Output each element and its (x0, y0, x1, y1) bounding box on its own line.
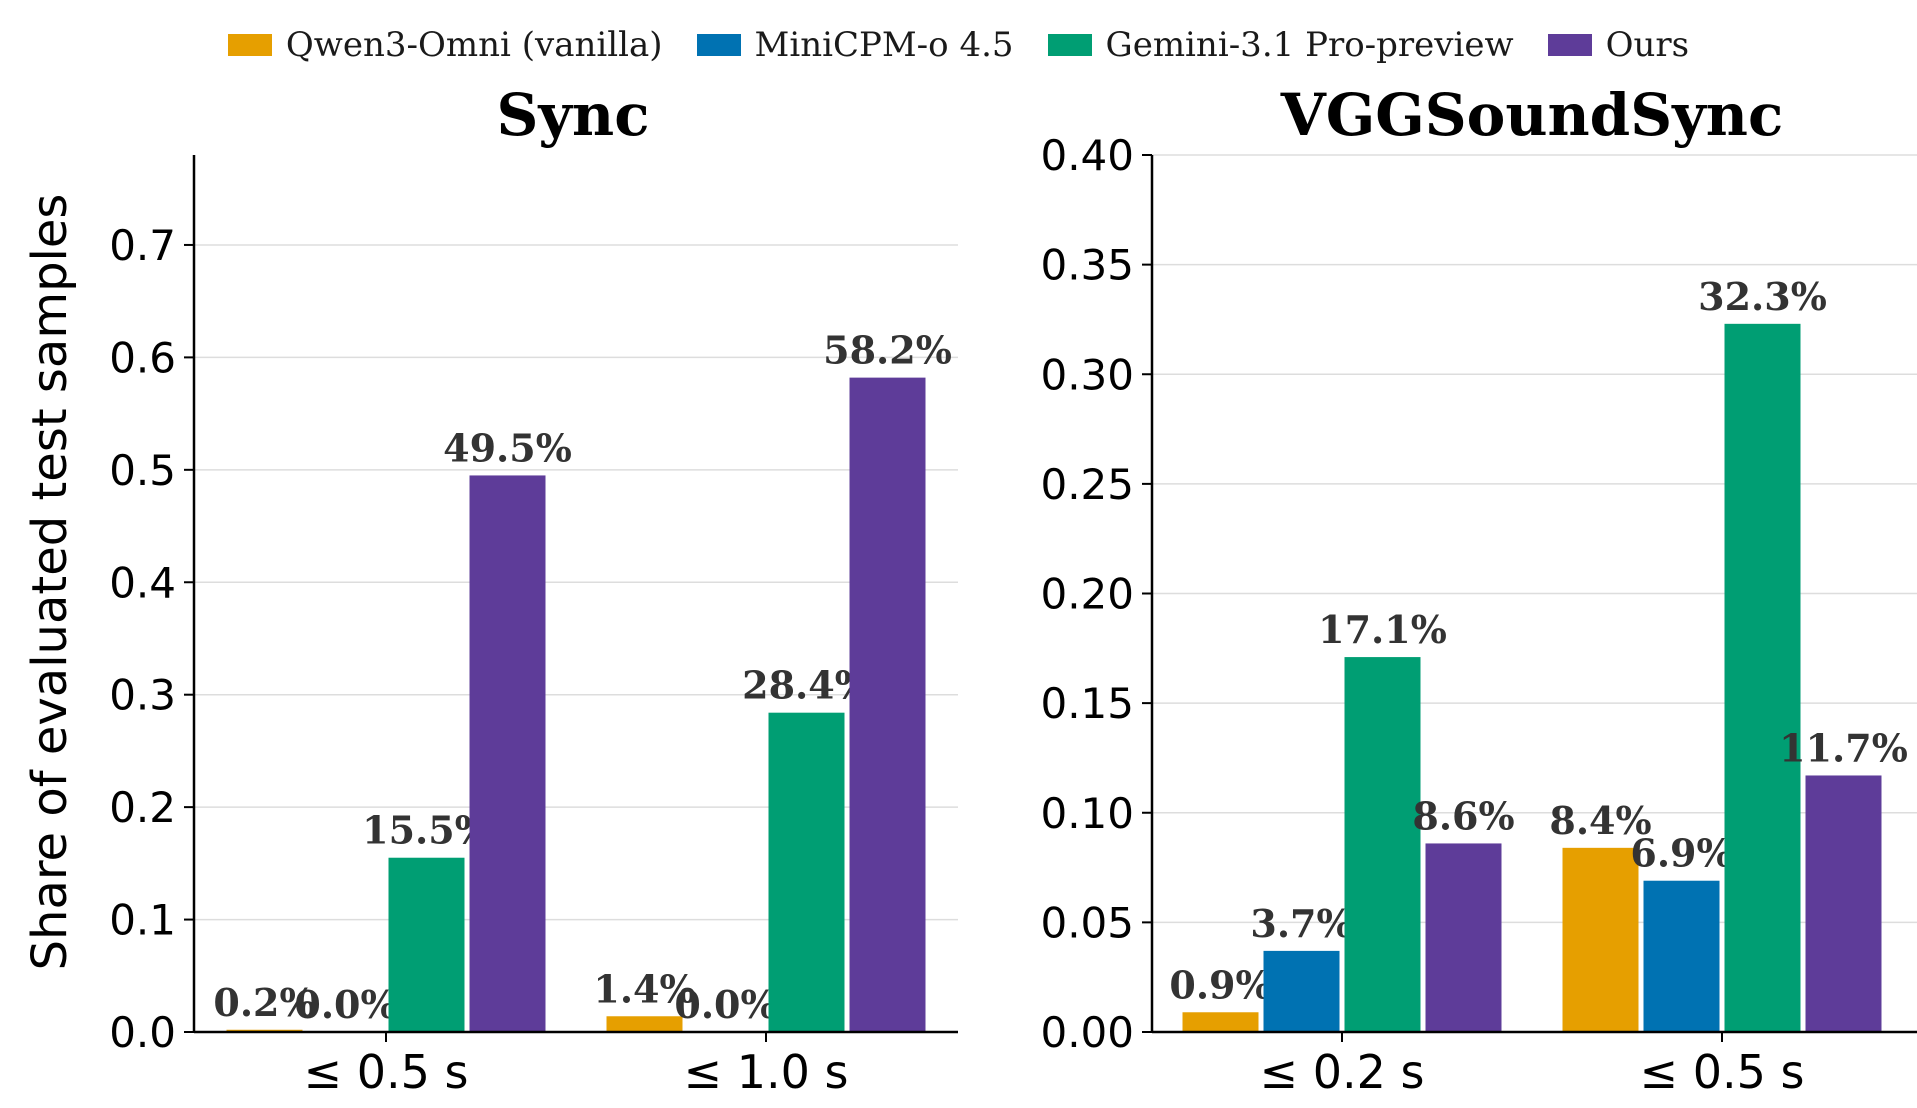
data-label: 1.4% (593, 966, 695, 1011)
data-label: 8.6% (1412, 793, 1514, 838)
data-label: 32.3% (1698, 274, 1827, 319)
data-label: 0.0% (674, 982, 776, 1027)
legend-item-gemini: Gemini-3.1 Pro-preview (1047, 25, 1514, 65)
y-tick-label: 0.10 (1040, 789, 1134, 838)
y-tick-label: 0.7 (109, 221, 176, 270)
bar (1805, 775, 1882, 1032)
data-label: 58.2% (823, 328, 952, 373)
x-tick-label: ≤ 0.2 s (1260, 1045, 1425, 1099)
bar (849, 377, 926, 1033)
bar (768, 712, 845, 1032)
bar (1344, 657, 1421, 1032)
chart-legend: Qwen3-Omni (vanilla) MiniCPM-o 4.5 Gemin… (0, 22, 1917, 68)
chart-panel-vggsoundsync: VGGSoundSync 0.00 0.05 0.10 0.15 0.20 0.25 0.30… (1040, 81, 1917, 1099)
legend-swatch-minicpm (696, 34, 741, 56)
y-tick-label: 0.00 (1040, 1008, 1134, 1057)
bar (469, 475, 546, 1032)
y-tick-label: 0.20 (1040, 570, 1134, 619)
bar (606, 1016, 683, 1032)
y-tick-label: 0.15 (1040, 679, 1134, 728)
bar (1562, 847, 1639, 1032)
data-label: 0.2% (213, 980, 315, 1025)
data-label: 28.4% (742, 663, 871, 708)
chart-title: Sync (496, 81, 649, 149)
data-label: 8.4% (1549, 798, 1651, 843)
legend-item-minicpm: MiniCPM-o 4.5 (696, 25, 1014, 65)
y-tick-label: 0.40 (1040, 131, 1134, 180)
bar (388, 857, 465, 1032)
bar (1182, 1012, 1259, 1032)
y-tick-label: 0.2 (109, 783, 176, 832)
bar (1724, 323, 1801, 1032)
legend-swatch-gemini (1047, 34, 1092, 56)
y-tick-label: 0.30 (1040, 350, 1134, 399)
legend-item-ours: Ours (1547, 25, 1690, 65)
chart-title: VGGSoundSync (1280, 81, 1784, 149)
legend-swatch-ours (1547, 34, 1592, 56)
bar (1263, 950, 1340, 1032)
data-label: 17.1% (1318, 607, 1447, 652)
y-tick-label: 0.1 (109, 896, 176, 945)
x-tick-label: ≤ 1.0 s (684, 1045, 849, 1099)
y-tick-label: 0.05 (1040, 898, 1134, 947)
legend-label-ours: Ours (1605, 25, 1690, 65)
x-tick-label: ≤ 0.5 s (304, 1045, 469, 1099)
legend-swatch-qwen (227, 34, 272, 56)
data-label: 0.0% (294, 982, 396, 1027)
y-tick-label: 0.3 (109, 671, 176, 720)
legend-label-gemini: Gemini-3.1 Pro-preview (1105, 25, 1514, 65)
data-label: 11.7% (1779, 725, 1908, 770)
y-tick-label: 0.25 (1040, 460, 1134, 509)
data-label: 3.7% (1250, 901, 1352, 946)
legend-label-minicpm: MiniCPM-o 4.5 (754, 25, 1014, 65)
data-label: 0.9% (1169, 962, 1271, 1007)
legend-label-qwen: Qwen3-Omni (vanilla) (285, 25, 663, 65)
y-tick-label: 0.5 (109, 446, 176, 495)
x-tick-label: ≤ 0.5 s (1640, 1045, 1805, 1099)
y-axis-label: Share of evaluated test samples (22, 194, 78, 971)
data-label: 6.9% (1630, 831, 1732, 876)
legend-item-qwen: Qwen3-Omni (vanilla) (227, 25, 663, 65)
bar (1425, 843, 1502, 1032)
y-tick-label: 0.6 (109, 333, 176, 382)
data-label: 15.5% (362, 808, 491, 853)
y-tick-label: 0.4 (109, 558, 176, 607)
y-tick-label: 0.35 (1040, 241, 1134, 290)
bar (1643, 880, 1720, 1032)
data-label: 49.5% (443, 425, 572, 470)
y-tick-label: 0.0 (109, 1008, 176, 1057)
